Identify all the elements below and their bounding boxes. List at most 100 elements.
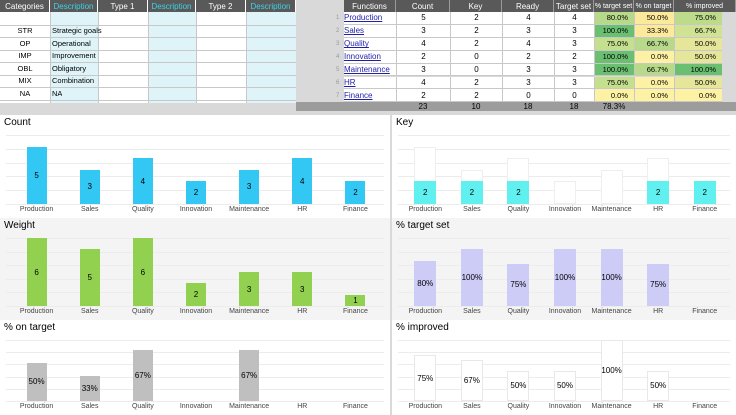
gridline <box>398 364 730 366</box>
chart-title: % on target <box>4 322 56 333</box>
function-target-value: 3 <box>554 76 594 90</box>
bar: 75% <box>414 355 437 401</box>
x-tick-label: Innovation <box>179 308 213 315</box>
bar: 75% <box>647 263 670 306</box>
function-percent-1: 100.0% <box>594 24 634 38</box>
x-tick-label: Sales <box>80 206 99 213</box>
row-number: 1 <box>336 15 340 22</box>
function-percent-2: 66.7% <box>634 37 674 51</box>
x-tick-label: HR <box>297 206 308 213</box>
function-ready-value: 0 <box>502 89 554 103</box>
cat-col-line <box>196 12 197 103</box>
functions-header-4: Target set <box>554 0 594 12</box>
cat-col-line <box>98 12 99 103</box>
x-tick-label: HR <box>653 308 664 315</box>
gridline <box>6 265 384 267</box>
x-tick-label: Production <box>408 403 443 410</box>
functions-header-0: Functions <box>344 0 396 12</box>
function-link-innovation[interactable]: Innovation <box>344 50 396 64</box>
bar: 100% <box>554 249 576 306</box>
functions-header-3: Ready <box>502 0 554 12</box>
bar: 100% <box>460 249 483 306</box>
x-tick-label: HR <box>653 206 664 213</box>
gridline <box>398 401 730 402</box>
x-tick-label: Production <box>408 308 443 315</box>
bar: 6 <box>132 238 153 306</box>
row-number: 2 <box>336 28 340 35</box>
function-key-value: 0 <box>450 63 502 77</box>
bar: 4 <box>132 158 153 204</box>
gridline <box>398 176 730 178</box>
category-description: Operational <box>52 38 91 48</box>
cat-header-0: Categories <box>0 0 50 12</box>
x-tick-label: Sales <box>463 308 481 315</box>
gridline <box>6 162 384 164</box>
function-key-value: 2 <box>450 76 502 90</box>
x-tick-label: Quality <box>507 206 530 213</box>
bar: 3 <box>79 169 100 204</box>
x-tick-label: Maintenance <box>591 308 632 315</box>
functions-table: Functions Count Key Ready Target set% target… <box>296 0 736 111</box>
bar: 2 <box>414 181 437 204</box>
x-tick-label: Maintenance <box>229 206 270 213</box>
function-link-maintenance[interactable]: Maintenance <box>344 63 396 77</box>
categories-table: Categories Description Type 1 Description Ty… <box>0 0 296 103</box>
bar: 2 <box>460 181 483 204</box>
function-percent-2: 0.0% <box>634 50 674 64</box>
x-tick-label: HR <box>297 308 308 315</box>
x-tick-label: Quality <box>131 206 154 213</box>
function-target-value: 0 <box>554 89 594 103</box>
function-percent-1: 100.0% <box>594 63 634 77</box>
function-count-value: 4 <box>396 37 450 51</box>
bar: 100% <box>600 249 623 306</box>
function-link-sales[interactable]: Sales <box>344 24 396 38</box>
function-link-hr[interactable]: HR <box>344 76 396 90</box>
cat-header-5: Description <box>246 0 296 12</box>
function-count-value: 4 <box>396 76 450 90</box>
x-tick-label: Production <box>19 403 54 410</box>
x-tick-label: Finance <box>342 206 368 213</box>
function-percent-1: 75.0% <box>594 37 634 51</box>
gridline <box>6 340 384 341</box>
totals-bar <box>296 102 396 111</box>
x-tick-label: Quality <box>131 308 154 315</box>
bar: 4 <box>292 158 313 204</box>
category-description: Strategic goals <box>52 26 102 36</box>
description-column-3 <box>246 12 296 103</box>
bar: 50% <box>554 370 576 401</box>
category-description: Improvement <box>52 51 96 61</box>
cat-header-4: Type 2 <box>196 0 246 12</box>
cat-col-line <box>50 12 51 103</box>
x-tick-label: Maintenance <box>591 403 632 410</box>
function-row: 3 Quality 4 2 4 3 75.0% 66.7% 50.0% <box>336 37 736 51</box>
function-percent-2: 33.3% <box>634 24 674 38</box>
row-number: 5 <box>336 67 340 74</box>
gridline <box>6 251 384 253</box>
function-row: 1 Production 5 2 4 4 80.0% 50.0% 75.0% <box>336 12 736 25</box>
function-percent-1: 0.0% <box>594 89 634 103</box>
function-key-value: 2 <box>450 12 502 25</box>
description-column-2 <box>148 12 196 103</box>
bar: 33% <box>79 375 100 401</box>
cat-col-line <box>148 12 149 103</box>
x-tick-label: Maintenance <box>229 308 270 315</box>
chart-title: % improved <box>396 322 449 333</box>
gridline <box>398 135 730 136</box>
total-count: 23 <box>396 102 450 111</box>
row-number: 6 <box>336 79 340 86</box>
x-tick-label: Finance <box>342 403 368 410</box>
function-link-finance[interactable]: Finance <box>344 89 396 103</box>
bar: 67% <box>132 349 153 401</box>
function-ready-value: 4 <box>502 12 554 25</box>
key-chart: Key Production 2 Sales 2 Quality 2 Innovation Ma… <box>392 115 736 218</box>
gridline <box>398 352 730 354</box>
bar: 80% <box>414 260 437 306</box>
x-tick-label: Innovation <box>548 403 582 410</box>
function-target-value: 4 <box>554 12 594 25</box>
count-chart: Count Production 5 Sales 3 Quality 4 Innovation… <box>0 115 390 218</box>
gridline <box>6 401 384 402</box>
cat-header-2: Type 1 <box>98 0 148 12</box>
x-tick-label: Production <box>19 206 54 213</box>
function-link-production[interactable]: Production <box>344 12 396 25</box>
function-link-quality[interactable]: Quality <box>344 37 396 51</box>
